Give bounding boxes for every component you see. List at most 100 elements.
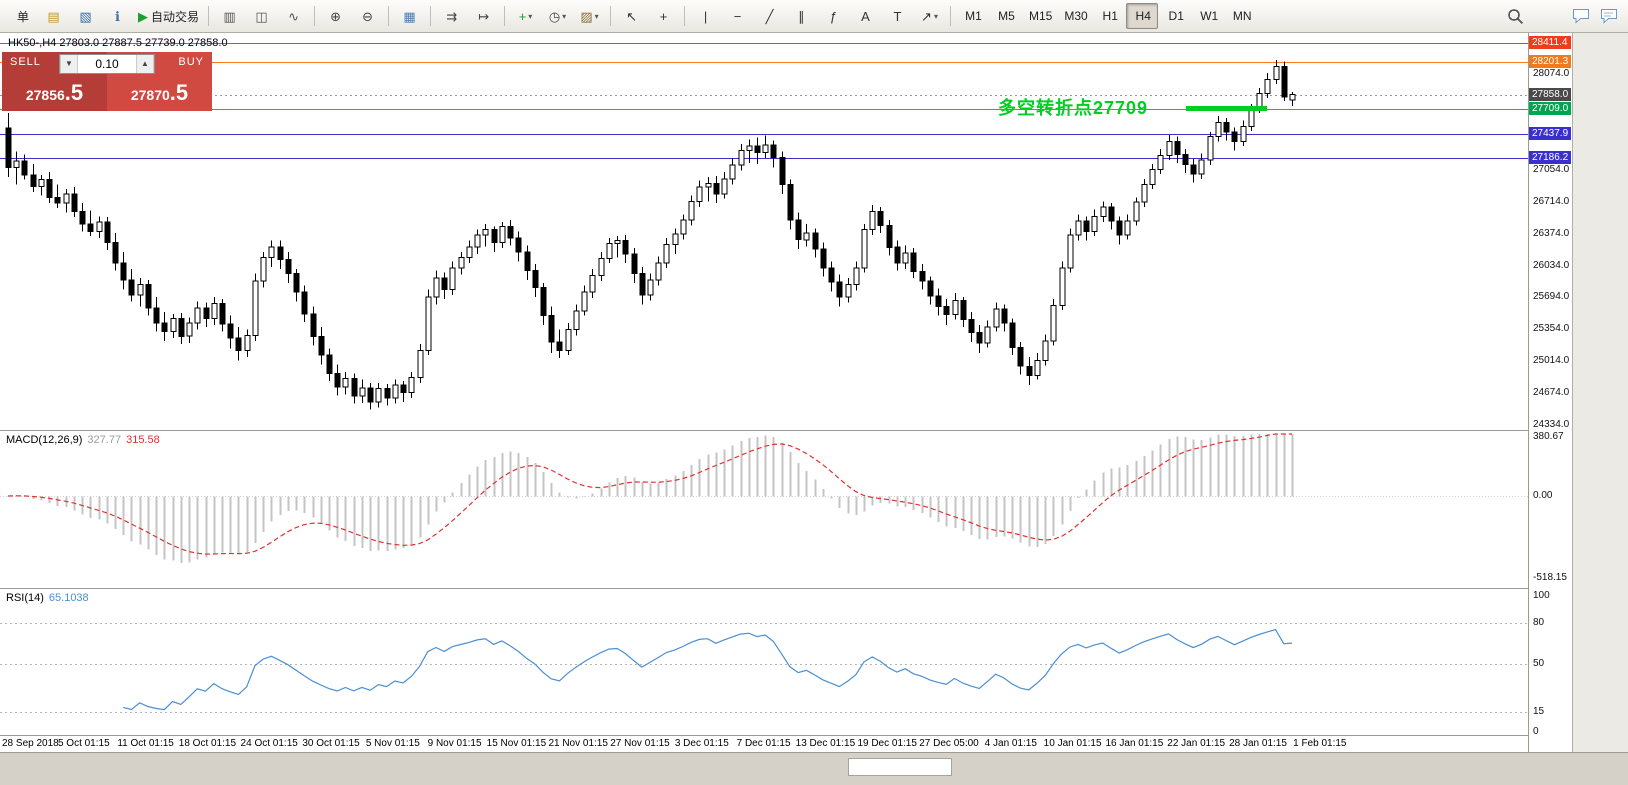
timeframe-h1-button[interactable]: H1 [1093,3,1125,29]
timeframe-m1-button[interactable]: M1 [956,3,988,29]
periods-button[interactable]: ◷ ▾ [542,3,573,29]
crosshair-icon: + [659,8,668,24]
volume-input[interactable] [78,55,136,73]
chat-bubble-icon[interactable] [1600,8,1618,24]
text-label-icon: T [893,8,902,24]
price-axis-label: 26714.0 [1533,195,1570,207]
time-axis-label: 24 Oct 01:15 [240,738,298,749]
templates-button-caret[interactable]: ▾ [594,11,599,21]
pivot-annotation-text[interactable]: 多空转折点27709 [998,98,1149,118]
time-axis-label: 10 Jan 01:15 [1043,738,1102,749]
timeframe-h4-button[interactable]: H4 [1125,3,1158,29]
volume-decrease-button[interactable]: ▼ [60,55,78,73]
chart-ohlc-title: HK50-,H4 27803.0 27887.5 27739.0 27858.0 [8,37,228,49]
horizontal-line-button[interactable]: − [722,3,753,29]
panel-separator[interactable] [0,735,1572,736]
channel-button[interactable]: ∥ [786,3,817,29]
toolbar-separator [430,6,432,26]
price-axis[interactable]: 28074.0 27054.0 26714.0 26374.0 26034.0 25694… [1528,33,1572,752]
timeframe-m15-button[interactable]: M15 [1022,3,1056,29]
timeframe-d1-button[interactable]: D1 [1159,3,1191,29]
time-axis[interactable]: 28 Sep 2018 5 Oct 01:15 11 Oct 01:15 18 Oct… [0,736,1528,752]
rsi-indicator-canvas[interactable] [0,589,1528,735]
zoom-in-button[interactable]: ⊕ [320,3,351,29]
text-label-button[interactable]: T [882,3,913,29]
rsi-axis-label: 15 [1533,705,1545,717]
vertical-line-icon: | [703,8,708,24]
sell-label: SELL [10,56,41,68]
indicators-button[interactable]: + ▾ [510,3,541,29]
price-axis-badge: 27709.0 [1529,101,1571,115]
new-order-button[interactable]: 单 [6,3,37,29]
timeframe-d1-button-label: D1 [1168,9,1184,23]
tile-windows-icon: ▦ [403,8,416,24]
time-axis-label: 18 Oct 01:15 [178,738,237,749]
arrows-button-caret[interactable]: ▾ [933,11,938,21]
chart-shift-button[interactable]: ↦ [468,3,499,29]
line-chart-icon: ∿ [288,8,299,24]
macd-indicator-canvas[interactable] [0,431,1528,588]
h-scrollbar-thumb[interactable] [848,758,952,776]
time-axis-label: 11 Oct 01:15 [117,738,174,749]
time-axis-label: 19 Dec 01:15 [857,738,917,749]
navigator-button[interactable]: ▧ [70,3,101,29]
price-axis-label: 25354.0 [1533,323,1570,335]
zoom-out-button[interactable]: ⊖ [352,3,383,29]
timeframe-m30-button[interactable]: M30 [1057,3,1091,29]
toolbar-separator [610,6,612,26]
autotrading-button[interactable]: ▶ 自动交易 [134,3,203,29]
fibonacci-button[interactable]: ƒ [818,3,849,29]
timeframe-mn-button-label: MN [1232,9,1252,23]
macd-signal-value: 315.58 [126,434,160,446]
timeframe-m15-button-label: M15 [1029,9,1053,23]
price-chart-canvas[interactable] [0,33,1528,430]
time-axis-label: 5 Oct 01:15 [57,738,110,749]
toolbar-separator [950,6,952,26]
time-axis-label: 9 Nov 01:15 [427,738,482,749]
horizontal-line-icon: − [733,8,742,24]
text-button[interactable]: A [850,3,881,29]
toolbar-separator [208,6,210,26]
price-axis-badge: 27858.0 [1529,87,1571,101]
search-icon[interactable] [1507,8,1524,25]
time-axis-label: 5 Nov 01:15 [365,738,420,749]
volume-increase-button[interactable]: ▲ [136,55,154,73]
bar-chart-button[interactable]: ▥ [214,3,245,29]
line-chart-button[interactable]: ∿ [278,3,309,29]
price-axis-label: 26034.0 [1533,259,1570,271]
bar-chart-icon: ▥ [223,8,236,24]
time-axis-label: 27 Dec 05:00 [919,738,979,749]
panel-separator[interactable] [0,430,1572,431]
tile-windows-button[interactable]: ▦ [394,3,425,29]
autotrading-button-label: 自动交易 [151,9,200,24]
trendline-button[interactable]: ╱ [754,3,785,29]
zoom-out-icon: ⊖ [362,8,373,24]
sell-price: 27856.5 [25,80,84,105]
arrows-button[interactable]: ↗ ▾ [914,3,945,29]
timeframe-mn-button[interactable]: MN [1225,3,1257,29]
rsi-axis-label: 80 [1533,617,1545,629]
candlestick-chart-icon: ◫ [255,8,268,24]
timeframe-w1-button[interactable]: W1 [1192,3,1224,29]
auto-scroll-button[interactable]: ⇉ [436,3,467,29]
data-window-button[interactable]: ℹ [102,3,133,29]
timeframe-m5-button[interactable]: M5 [989,3,1021,29]
horizontal-scrollbar[interactable] [0,752,1628,785]
cursor-button[interactable]: ↖ [616,3,647,29]
toolbar-separator [314,6,316,26]
rsi-value: 65.1038 [48,592,89,604]
vertical-line-button[interactable]: | [690,3,721,29]
crosshair-button[interactable]: + [648,3,679,29]
arrow-objects-icon: ↗ [921,8,932,24]
templates-button[interactable]: ▨ ▾ [574,3,605,29]
chat-bubble-icon[interactable] [1572,8,1590,24]
time-axis-label: 4 Jan 01:15 [984,738,1037,749]
panel-separator[interactable] [0,588,1572,589]
time-axis-label: 3 Dec 01:15 [674,738,729,749]
candlestick-chart-button[interactable]: ◫ [246,3,277,29]
periods-button-caret[interactable]: ▾ [562,11,567,21]
timeframe-m1-button-label: M1 [965,9,982,23]
indicators-button-caret[interactable]: ▾ [528,11,533,21]
market-watch-button[interactable]: ▤ [38,3,69,29]
autotrading-play-icon: ▶ [138,8,148,24]
